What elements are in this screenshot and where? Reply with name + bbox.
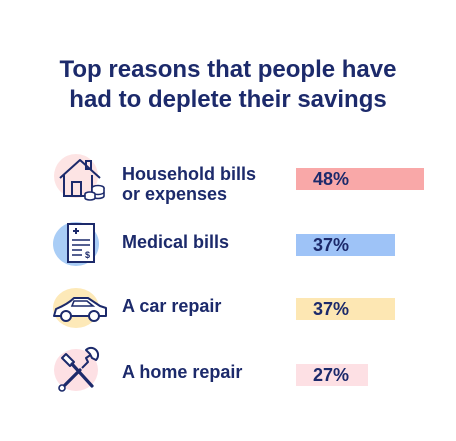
bar-value-label: 37% xyxy=(313,299,350,319)
row-medical-bills: $ Medical bills 37% xyxy=(0,214,456,274)
chart-title-line-1: Top reasons that people have xyxy=(59,56,397,83)
row-car-repair: A car repair 37% xyxy=(0,280,456,340)
row-label-line-2: or expenses xyxy=(122,184,228,204)
row-label-line-1: A car repair xyxy=(122,296,222,316)
bar-value-label: 48% xyxy=(313,169,350,189)
row-home-repair: A home repair 27% xyxy=(0,344,456,404)
tools-icon xyxy=(50,346,110,396)
bar-car-repair xyxy=(296,298,395,320)
row-label: Medical bills xyxy=(122,232,229,252)
chart-title-line-2: had to deplete their savings xyxy=(69,86,387,113)
row-label-line-1: Household bills xyxy=(122,164,257,184)
chart-title: Top reasons that people have had to depl… xyxy=(0,55,456,115)
car-icon xyxy=(50,284,110,334)
row-label: Household bills or expenses xyxy=(122,164,256,204)
house-coins-icon xyxy=(50,152,110,202)
svg-text:$: $ xyxy=(85,250,90,260)
bar-value-label: 27% xyxy=(313,365,350,385)
row-household-bills: Household bills or expenses 48% xyxy=(0,150,456,210)
bar-value-label: 37% xyxy=(313,235,350,255)
row-label: A home repair xyxy=(122,362,242,382)
row-label-line-1: Medical bills xyxy=(122,232,230,252)
bar-household-bills xyxy=(296,168,424,190)
row-label: A car repair xyxy=(122,296,221,316)
bar-medical-bills xyxy=(296,234,395,256)
medical-bill-icon: $ xyxy=(50,218,110,268)
row-label-line-1: A home repair xyxy=(122,362,243,382)
bar-home-repair xyxy=(296,364,368,386)
